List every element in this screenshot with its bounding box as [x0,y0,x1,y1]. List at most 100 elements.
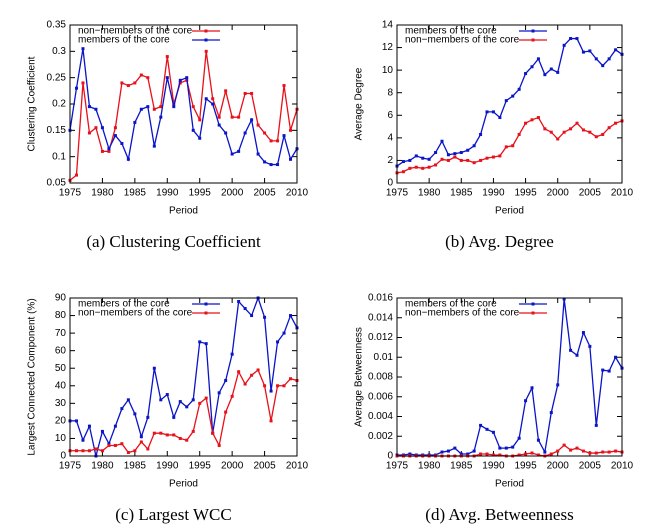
point [581,331,585,335]
y-axis-label: Clustering Coefficient [27,56,38,151]
point [133,412,137,416]
point [575,37,579,41]
point [562,443,566,447]
y-tick-label: 40 [55,380,67,391]
point [530,65,534,69]
point [562,43,566,47]
x-tick-label: 2000 [221,188,244,199]
point [581,50,585,54]
y-tick-label: 0.1 [52,151,66,162]
point [263,160,267,164]
point [185,438,189,442]
y-tick-label: 60 [55,345,67,356]
point [139,73,143,77]
point [289,128,293,132]
point [530,451,534,455]
chart-panel: 0.05 0.1 0.15 0.2 0.25 0.3 0.35 1975 1980 1985 199… [27,20,309,251]
point [81,47,85,51]
caption: (c) Largest WCC [115,505,231,524]
y-axis-label: Average Degree [354,67,365,140]
y-tick-label: 0.01 [374,352,394,363]
point [217,391,221,395]
x-axis-label: Period [495,206,524,217]
point [549,411,553,415]
point [289,314,293,318]
x-tick-label: 1975 [386,461,409,472]
point [243,307,247,311]
x-tick-label: 2000 [221,461,244,472]
point [100,449,104,453]
point [491,453,495,457]
point [479,132,483,136]
series-line [70,296,298,457]
y-tick-label: 70 [55,328,67,339]
point [601,368,605,372]
point [575,353,579,357]
point [74,173,78,177]
point [165,393,169,397]
point [256,152,260,156]
point [250,91,254,95]
point [504,446,508,450]
point [581,128,585,132]
y-axis-label: Largest Connected Component (%) [27,298,38,455]
y-tick-label: 6 [387,110,393,121]
point [556,137,560,141]
point [581,449,585,453]
point [569,448,573,452]
point [204,396,208,400]
point [126,450,130,454]
point [282,84,286,88]
point [446,449,450,453]
point [217,443,221,447]
point [601,64,605,68]
point [126,157,130,161]
point [601,450,605,454]
caption: (d) Avg. Betweenness [425,505,573,524]
point [504,99,508,103]
legend-label: non−members of the core [405,308,520,319]
x-tick-label: 2000 [547,188,570,199]
x-tick-label: 1980 [91,188,114,199]
point [556,449,560,453]
x-tick-label: 1985 [450,461,473,472]
point [198,118,202,122]
point [485,110,489,114]
point [472,161,476,165]
point [536,438,540,442]
point [414,154,418,158]
point [230,352,234,356]
y-tick-label: 0.35 [47,20,67,31]
point [575,121,579,125]
point [453,152,457,156]
point [607,57,611,61]
y-tick-label: 0.002 [368,431,393,442]
legend-marker [204,302,208,306]
point [146,447,150,451]
legend-label: non−members of the core [405,35,520,46]
legend-label: non−members of the core [78,308,193,319]
point [408,452,412,456]
point [453,446,457,450]
point [543,127,547,131]
point [113,424,117,428]
point [139,440,143,444]
point [87,449,91,453]
x-tick-label: 1980 [418,188,441,199]
point [250,373,254,377]
point [543,73,547,77]
point [614,48,618,52]
point [100,126,104,130]
point [549,452,553,456]
point [230,394,234,398]
point [198,340,202,344]
x-tick-label: 1995 [189,188,212,199]
y-tick-label: 0 [387,178,393,189]
series-line [397,298,623,456]
point [81,449,85,453]
y-tick-label: 0.25 [47,72,67,83]
x-tick-label: 1980 [418,461,441,472]
point [224,89,228,93]
point [113,134,117,138]
point [237,115,241,119]
